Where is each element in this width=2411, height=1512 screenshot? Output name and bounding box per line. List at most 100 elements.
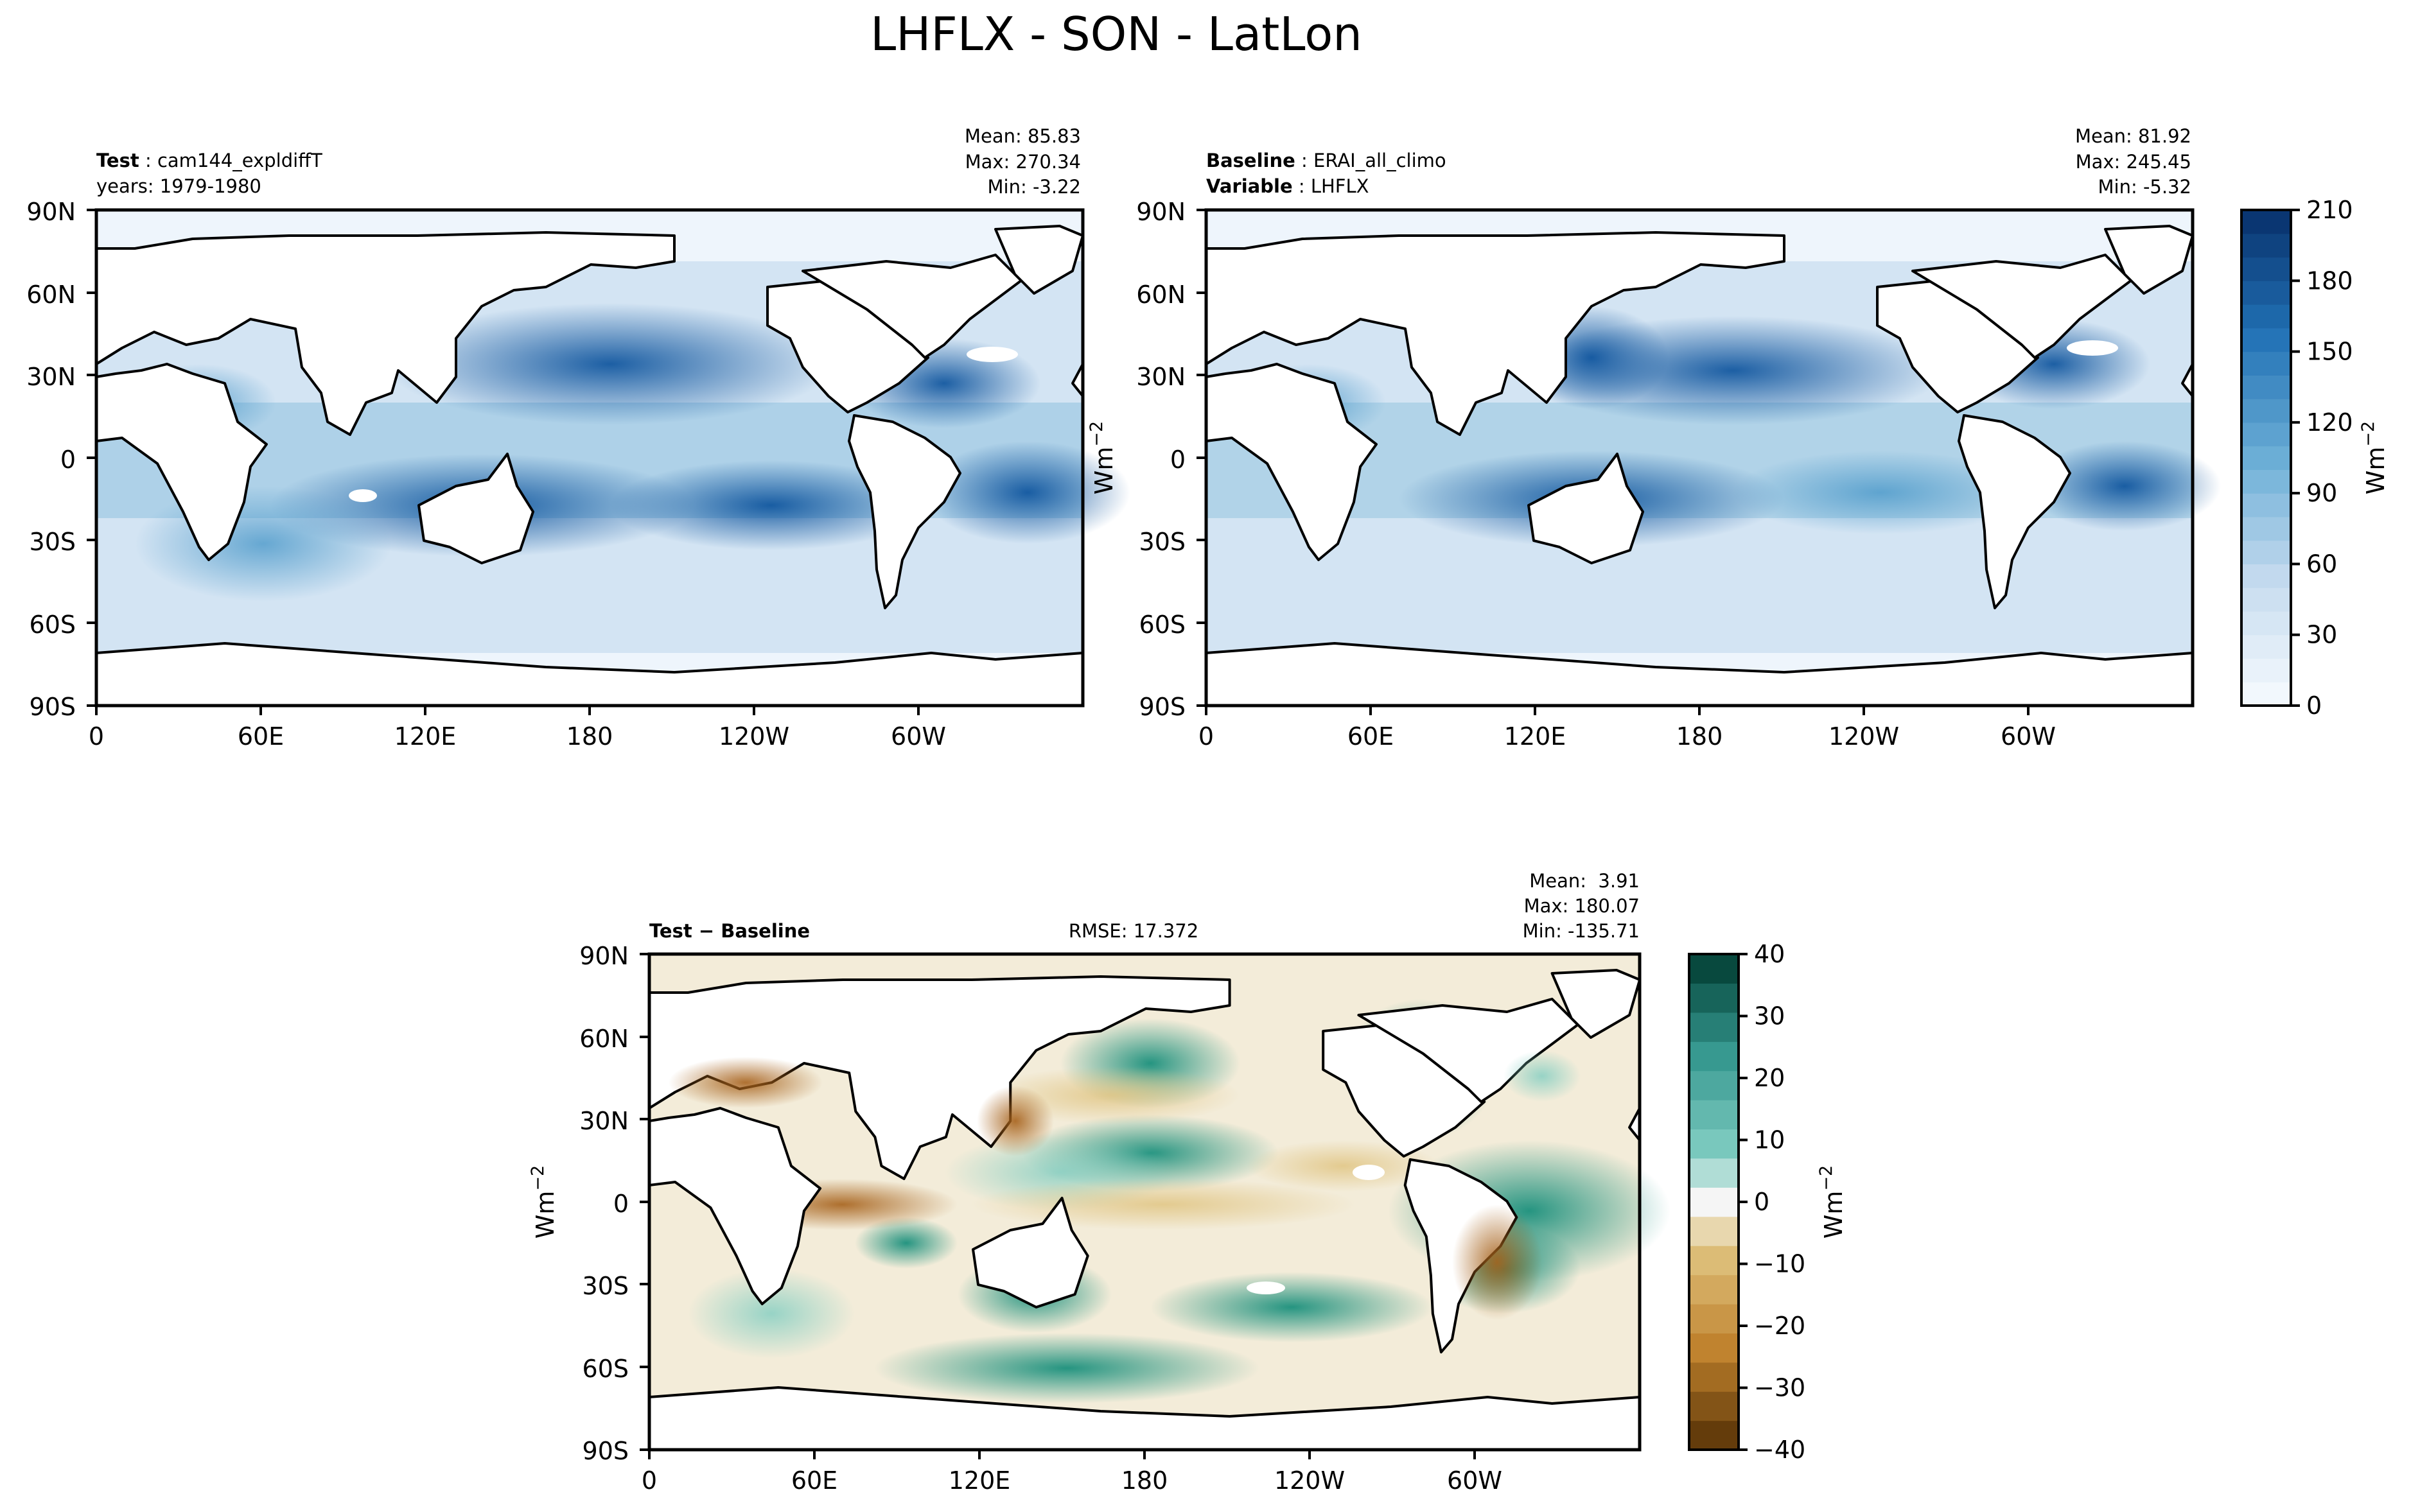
diff-map: [649, 954, 1670, 1450]
blues-colorbar-step: [2241, 399, 2291, 423]
lon-tick: 120E: [949, 1466, 1011, 1495]
lat-tick: 0: [1170, 446, 1186, 474]
lat-tick: 90S: [30, 693, 76, 721]
blues-colorbar-step: [2241, 682, 2291, 706]
lon-tick: 60E: [238, 722, 284, 751]
blues-colorbar-tick-label: 60: [2306, 550, 2337, 578]
diff-colorbar-step: [1689, 1216, 1739, 1246]
blues-colorbar-step: [2241, 658, 2291, 682]
test-lat-axis: 90N 60N 30N 0 30S 60S 90S: [26, 198, 96, 721]
lon-tick: 120W: [719, 722, 789, 751]
diff-colorbar: 40 30 20 10 0 −10 −20 −30 −40 Wm−2: [1688, 940, 1848, 1464]
lat-tick: 30N: [26, 363, 76, 391]
blues-colorbar-step: [2241, 210, 2291, 234]
baseline-lat-axis: 90N 60N 30N 0 30S 60S 90S: [1136, 198, 1206, 721]
figure-title: LHFLX - SON - LatLon: [870, 7, 1362, 61]
diff-colorbar-units: Wm−2: [1816, 1165, 1848, 1238]
blues-colorbar-tick-label: 0: [2306, 691, 2322, 720]
blues-colorbar-step: [2241, 516, 2291, 541]
lon-tick: 180: [1676, 722, 1723, 751]
diff-colorbar-step: [1689, 1158, 1739, 1188]
lon-tick: 120E: [1504, 722, 1566, 751]
lat-tick: 30S: [1139, 528, 1186, 556]
lon-tick: 60E: [1347, 722, 1394, 751]
blues-colorbar-step: [2241, 587, 2291, 612]
test-stat-mean: Mean: 85.83: [965, 125, 1081, 147]
lat-tick: 60N: [1136, 281, 1186, 309]
diff-rmse: RMSE: 17.372: [1069, 920, 1198, 942]
blues-colorbar-step: [2241, 469, 2291, 494]
blues-colorbar-step: [2241, 304, 2291, 329]
diff-colorbar-step: [1689, 1274, 1739, 1305]
diff-colorbar-step: [1689, 1362, 1739, 1392]
diff-stat-max: Max: 180.07: [1524, 895, 1640, 917]
test-panel: Mean: 85.83 Max: 270.34 Min: -3.22 Test …: [26, 125, 1130, 751]
blues-colorbar-tick-label: 90: [2306, 479, 2337, 507]
diff-colorbar-tick-label: −20: [1754, 1312, 1805, 1340]
diff-colorbar-step: [1689, 1246, 1739, 1276]
test-stat-min: Min: -3.22: [988, 176, 1081, 198]
baseline-case-key: Baseline: [1206, 150, 1295, 171]
baseline-stat-max: Max: 245.45: [2076, 151, 2191, 173]
lat-tick: 60S: [30, 611, 76, 639]
diff-colorbar-step: [1689, 1333, 1739, 1363]
diff-colorbar-step: [1689, 1129, 1739, 1159]
test-case-key: Test: [96, 150, 139, 171]
lon-tick: 60W: [891, 722, 946, 751]
blues-colorbar-tick-label: 30: [2306, 621, 2337, 649]
diff-panel: Mean: 3.91 Max: 180.07 Min: -135.71 Test…: [528, 870, 1670, 1495]
lat-tick: 90S: [583, 1437, 629, 1465]
lat-tick: 30S: [583, 1272, 629, 1300]
blues-colorbar-step: [2241, 540, 2291, 565]
blues-colorbar-step: [2241, 281, 2291, 305]
lat-tick: 0: [613, 1190, 629, 1218]
test-map: [95, 210, 1130, 707]
blues-colorbar-step: [2241, 564, 2291, 588]
diff-colorbar-step: [1689, 1041, 1739, 1072]
blues-colorbar-step: [2241, 327, 2291, 352]
lat-tick: 60N: [26, 281, 76, 309]
baseline-panel: Mean: 81.92 Max: 245.45 Min: -5.32 Basel…: [1087, 125, 2221, 751]
lon-tick: 60W: [1447, 1466, 1502, 1495]
diff-colorbar-step: [1689, 1100, 1739, 1130]
lat-tick: 60N: [579, 1025, 629, 1053]
baseline-stat-min: Min: -5.32: [2098, 176, 2191, 198]
diff-lat-axis: 90N 60N 30N 0 30S 60S 90S: [579, 942, 649, 1465]
test-case-name: cam144_expldiffT: [157, 150, 322, 171]
diff-colorbar-tick-label: 20: [1754, 1064, 1785, 1092]
lat-tick: 0: [60, 446, 76, 474]
lon-tick: 0: [642, 1466, 657, 1495]
diff-colorbar-step: [1689, 1187, 1739, 1217]
blues-colorbar-step: [2241, 446, 2291, 470]
lat-tick: 30S: [30, 528, 76, 556]
top-units-label: Wm−2: [1087, 421, 1118, 494]
blues-colorbar-step: [2241, 233, 2291, 258]
lat-tick: 30N: [1136, 363, 1186, 391]
lat-tick: 90N: [26, 198, 76, 226]
test-lon-axis: 0 60E 120E 180 120W 60W: [89, 706, 946, 751]
diff-stat-min: Min: -135.71: [1523, 920, 1640, 942]
diff-colorbar-tick-label: 0: [1754, 1188, 1769, 1216]
blues-colorbar-step: [2241, 611, 2291, 636]
lon-tick: 60E: [791, 1466, 837, 1495]
blues-colorbar-step: [2241, 493, 2291, 517]
diff-label: Test − Baseline: [649, 920, 810, 942]
baseline-lon-axis: 0 60E 120E 180 120W 60W: [1198, 706, 2056, 751]
blues-colorbar-step: [2241, 257, 2291, 281]
baseline-case-name: ERAI_all_climo: [1313, 150, 1446, 171]
diff-colorbar-step: [1689, 1391, 1739, 1421]
baseline-map: [1205, 210, 2221, 707]
blues-colorbar-step: [2241, 375, 2291, 399]
test-stat-max: Max: 270.34: [965, 151, 1081, 173]
diff-colorbar-step: [1689, 1303, 1739, 1334]
lon-tick: 120E: [394, 722, 457, 751]
blues-colorbar-tick-label: 150: [2306, 338, 2353, 366]
lon-tick: 0: [1198, 722, 1214, 751]
test-years: years: 1979-1980: [96, 175, 261, 197]
blues-colorbar-tick-label: 120: [2306, 408, 2353, 437]
diff-units-left: Wm−2: [528, 1165, 559, 1238]
blues-colorbar-step: [2241, 351, 2291, 376]
lat-tick: 90N: [579, 942, 629, 970]
lon-tick: 180: [1121, 1466, 1168, 1495]
diff-colorbar-step: [1689, 1012, 1739, 1042]
